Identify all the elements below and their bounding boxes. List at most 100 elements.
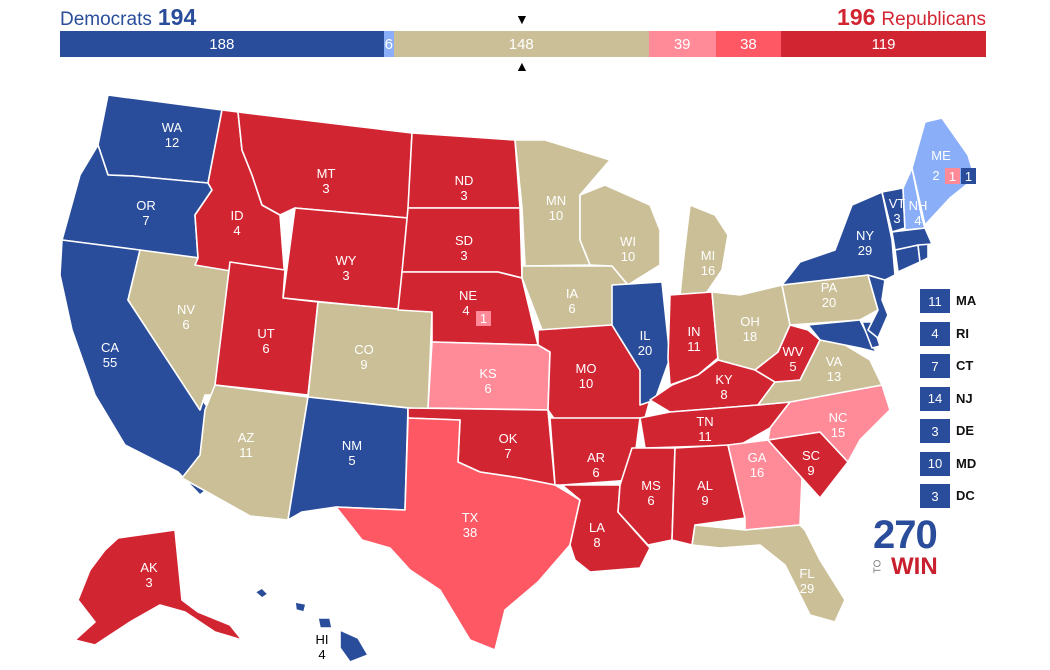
state-WA[interactable] bbox=[97, 94, 223, 184]
ne-district-box bbox=[476, 311, 491, 326]
state-ev-az: 11 bbox=[239, 445, 253, 460]
republicans-label: Republicans bbox=[881, 9, 986, 30]
state-ev-ak: 3 bbox=[145, 575, 152, 590]
state-abbr-nh: NH bbox=[909, 198, 928, 213]
state-ev-tn: 11 bbox=[698, 429, 712, 444]
state-abbr-nm: NM bbox=[342, 438, 362, 453]
state-ev-nc: 15 bbox=[831, 425, 845, 440]
state-DE[interactable] bbox=[861, 321, 881, 349]
state-ev-fl: 29 bbox=[800, 581, 814, 596]
side-state-ev: 3 bbox=[920, 484, 950, 508]
state-abbr-il: IL bbox=[640, 328, 651, 343]
state-ev-or: 7 bbox=[142, 213, 149, 228]
state-ev-ky: 8 bbox=[720, 387, 727, 402]
democrats-label: Democrats bbox=[60, 9, 152, 30]
state-abbr-va: VA bbox=[826, 354, 843, 369]
state-ev-vt: 3 bbox=[893, 211, 900, 226]
state-abbr-nd: ND bbox=[455, 173, 474, 188]
state-ev-nm: 5 bbox=[348, 453, 355, 468]
ne-district-label: 1 bbox=[480, 311, 487, 326]
state-ev-mo: 10 bbox=[579, 376, 593, 391]
me-district-2-box bbox=[961, 168, 976, 184]
state-NJ[interactable] bbox=[867, 274, 889, 339]
state-abbr-ms: MS bbox=[641, 478, 661, 493]
state-abbr-ca: CA bbox=[101, 340, 119, 355]
state-abbr-ks: KS bbox=[479, 366, 497, 381]
side-state-md[interactable]: 10 MD bbox=[920, 451, 1040, 476]
state-ev-wi: 10 bbox=[621, 249, 635, 264]
side-state-abbr: NJ bbox=[956, 390, 973, 406]
state-abbr-az: AZ bbox=[238, 430, 255, 445]
state-ev-al: 9 bbox=[701, 493, 708, 508]
state-ev-nd: 3 bbox=[460, 188, 467, 203]
state-ME[interactable] bbox=[911, 117, 976, 226]
state-abbr-mi: MI bbox=[701, 248, 715, 263]
state-ev-ar: 6 bbox=[592, 465, 599, 480]
state-abbr-mn: MN bbox=[546, 193, 566, 208]
state-labels: WA12OR7CA55NV6ID4MT3WY3UT6AZ11CO9NM5ND3S… bbox=[101, 120, 951, 662]
state-abbr-wi: WI bbox=[620, 234, 636, 249]
side-state-ev: 3 bbox=[920, 419, 950, 443]
side-state-ma[interactable]: 11 MA bbox=[920, 289, 1040, 313]
state-RI[interactable] bbox=[917, 243, 929, 263]
state-AR[interactable] bbox=[549, 417, 641, 486]
state-abbr-hi: HI bbox=[316, 632, 329, 647]
state-abbr-la: LA bbox=[589, 520, 605, 535]
state-NH[interactable] bbox=[902, 167, 926, 231]
side-state-ev: 4 bbox=[920, 321, 950, 346]
state-abbr-nc: NC bbox=[829, 410, 848, 425]
270towin-logo: 270 TO WIN bbox=[872, 515, 953, 585]
side-state-ri[interactable]: 4 RI bbox=[920, 321, 1040, 346]
side-state-nj[interactable]: 14 NJ bbox=[920, 386, 1040, 411]
bar-segment: 38 bbox=[715, 31, 782, 57]
state-NY[interactable] bbox=[781, 191, 896, 286]
logo-win: WIN bbox=[891, 553, 938, 580]
state-ev-nh: 4 bbox=[914, 213, 921, 228]
state-HI[interactable] bbox=[254, 587, 369, 663]
state-abbr-mt: MT bbox=[317, 166, 336, 181]
state-ev-ia: 6 bbox=[568, 301, 575, 316]
state-MT[interactable] bbox=[237, 111, 413, 219]
republicans-header: 196 Republicans bbox=[837, 4, 986, 31]
state-abbr-sc: SC bbox=[802, 448, 820, 463]
state-FL[interactable] bbox=[691, 524, 846, 623]
bar-segment: 188 bbox=[60, 31, 384, 57]
side-state-de[interactable]: 3 DE bbox=[920, 419, 1040, 443]
state-abbr-ny: NY bbox=[856, 228, 874, 243]
state-ev-mt: 3 bbox=[322, 181, 329, 196]
state-abbr-ne: NE bbox=[459, 288, 477, 303]
state-ev-ny: 29 bbox=[858, 243, 872, 258]
state-ev-va: 13 bbox=[827, 369, 841, 384]
side-state-ct[interactable]: 7 CT bbox=[920, 354, 1040, 378]
state-MI[interactable] bbox=[679, 204, 729, 296]
state-ev-ca: 55 bbox=[103, 355, 117, 370]
state-abbr-al: AL bbox=[697, 478, 713, 493]
electoral-vote-bar: 188 6 148 39 38 119 bbox=[60, 31, 986, 57]
state-abbr-nv: NV bbox=[177, 302, 195, 317]
side-state-abbr: CT bbox=[956, 358, 974, 373]
side-state-dc[interactable]: 3 DC bbox=[920, 484, 1040, 508]
state-TX[interactable] bbox=[335, 417, 581, 651]
side-state-ev: 11 bbox=[920, 289, 950, 313]
state-abbr-oh: OH bbox=[740, 314, 760, 329]
state-IL[interactable] bbox=[611, 281, 671, 406]
state-abbr-fl: FL bbox=[799, 566, 814, 581]
state-abbr-ut: UT bbox=[257, 326, 274, 341]
side-state-ev: 7 bbox=[920, 354, 950, 378]
me-district-2-label: 1 bbox=[965, 169, 972, 184]
state-abbr-wy: WY bbox=[336, 253, 357, 268]
state-ev-tx: 38 bbox=[463, 525, 477, 540]
state-abbr-me: ME bbox=[931, 148, 951, 163]
state-ev-me: 2 bbox=[932, 168, 939, 183]
state-abbr-in: IN bbox=[688, 324, 701, 339]
state-abbr-co: CO bbox=[354, 342, 374, 357]
state-AK[interactable] bbox=[74, 529, 243, 646]
state-abbr-wv: WV bbox=[783, 344, 804, 359]
bar-segment: 6 bbox=[383, 31, 394, 57]
state-ev-sc: 9 bbox=[807, 463, 814, 478]
democrats-total: 194 bbox=[157, 4, 197, 30]
democrats-header: Democrats 194 bbox=[60, 4, 196, 31]
state-WI[interactable] bbox=[579, 184, 661, 286]
state-abbr-ga: GA bbox=[748, 450, 767, 465]
state-WV[interactable] bbox=[754, 324, 821, 383]
